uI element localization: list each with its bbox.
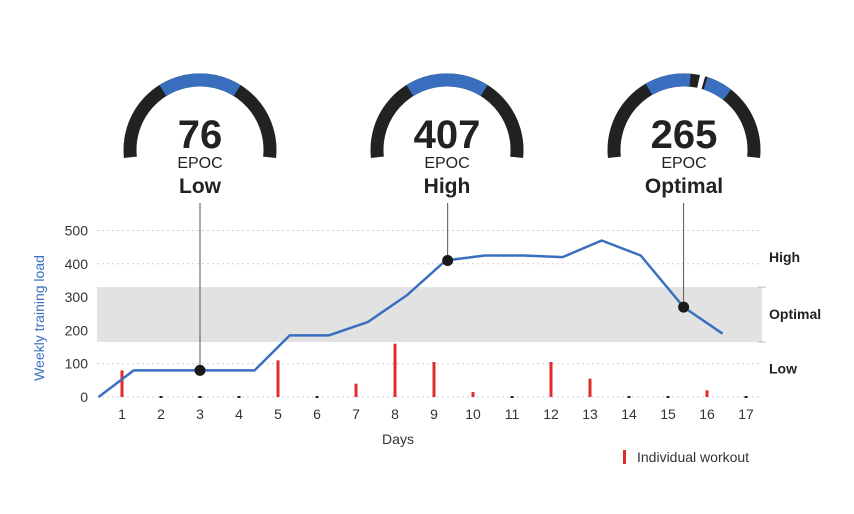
gauge-connectors [199, 203, 685, 371]
load-marker [194, 364, 206, 376]
x-tick-label: 8 [391, 406, 399, 422]
gauge-level: Optimal [645, 175, 723, 198]
workout-bar [471, 392, 475, 397]
x-tick-label: 5 [274, 406, 282, 422]
y-tick-label: 300 [65, 289, 89, 305]
zone-label: Optimal [769, 306, 821, 322]
workout-bar [237, 396, 241, 399]
gauge-level: High [424, 175, 471, 198]
workout-bar [432, 362, 436, 397]
gauge-value: 265 [651, 113, 718, 157]
load-marker [442, 254, 454, 266]
x-tick-label: 1 [118, 406, 126, 422]
x-axis-title: Days [382, 431, 414, 447]
workout-bar [588, 378, 592, 397]
workout-bar [705, 390, 709, 397]
gauge-unit: EPOC [661, 155, 706, 172]
workout-bar [354, 383, 358, 397]
x-tick-label: 11 [505, 406, 520, 422]
y-axis-title: Weekly training load [31, 255, 47, 381]
gauge-arc-highlight [406, 73, 488, 97]
gauge-value: 407 [414, 113, 481, 157]
workout-bar [549, 362, 553, 397]
y-tick-label: 0 [80, 389, 88, 405]
x-tick-label: 2 [157, 406, 165, 422]
gauge-level: Low [179, 175, 222, 198]
workout-bar [510, 396, 514, 399]
line-markers [194, 254, 690, 376]
x-tick-labels: 1 2 3 4 5 6 7 8 9 10 11 12 13 14 15 16 17 [118, 406, 754, 422]
x-tick-label: 17 [738, 406, 754, 422]
workout-bar [198, 396, 202, 399]
workout-bar [159, 396, 163, 399]
x-tick-label: 7 [352, 406, 360, 422]
gauge-arc-gap [696, 74, 706, 90]
workout-bar [276, 360, 280, 397]
legend-label: Individual workout [637, 449, 749, 465]
gauge-arc-highlight [159, 73, 241, 97]
legend: Individual workout [623, 449, 749, 465]
workout-bar [120, 370, 124, 397]
workout-bar [393, 343, 397, 397]
y-tick-label: 200 [65, 322, 89, 338]
workout-bar [744, 396, 748, 399]
gauge-value: 76 [178, 113, 223, 157]
workout-bars [120, 343, 748, 399]
workout-bar [627, 396, 631, 399]
workout-bar [666, 396, 670, 399]
y-tick-labels: 0 100 200 300 400 500 [65, 223, 89, 406]
x-tick-label: 9 [430, 406, 438, 422]
gauge-arc-highlight [703, 77, 732, 101]
x-tick-label: 10 [465, 406, 481, 422]
x-tick-label: 13 [582, 406, 598, 422]
x-tick-label: 15 [660, 406, 676, 422]
zone-label: High [769, 249, 800, 265]
y-tick-label: 500 [65, 223, 89, 239]
gauge-unit: EPOC [424, 155, 469, 172]
x-tick-label: 3 [196, 406, 204, 422]
x-tick-label: 4 [235, 406, 243, 422]
y-tick-label: 100 [65, 356, 89, 372]
zone-labels: High Optimal Low [758, 249, 821, 377]
y-tick-label: 400 [65, 256, 89, 272]
training-load-line [97, 239, 724, 398]
x-tick-label: 6 [313, 406, 321, 422]
x-tick-label: 16 [699, 406, 715, 422]
zone-label: Low [769, 361, 797, 377]
workout-bar [315, 396, 319, 399]
optimal-zone-band [97, 287, 762, 343]
legend-swatch [623, 450, 626, 464]
load-marker [678, 301, 690, 313]
x-tick-label: 12 [543, 406, 559, 422]
gauge-unit: EPOC [177, 155, 222, 172]
gauge-arc-highlight [645, 73, 691, 96]
x-tick-label: 14 [621, 406, 637, 422]
